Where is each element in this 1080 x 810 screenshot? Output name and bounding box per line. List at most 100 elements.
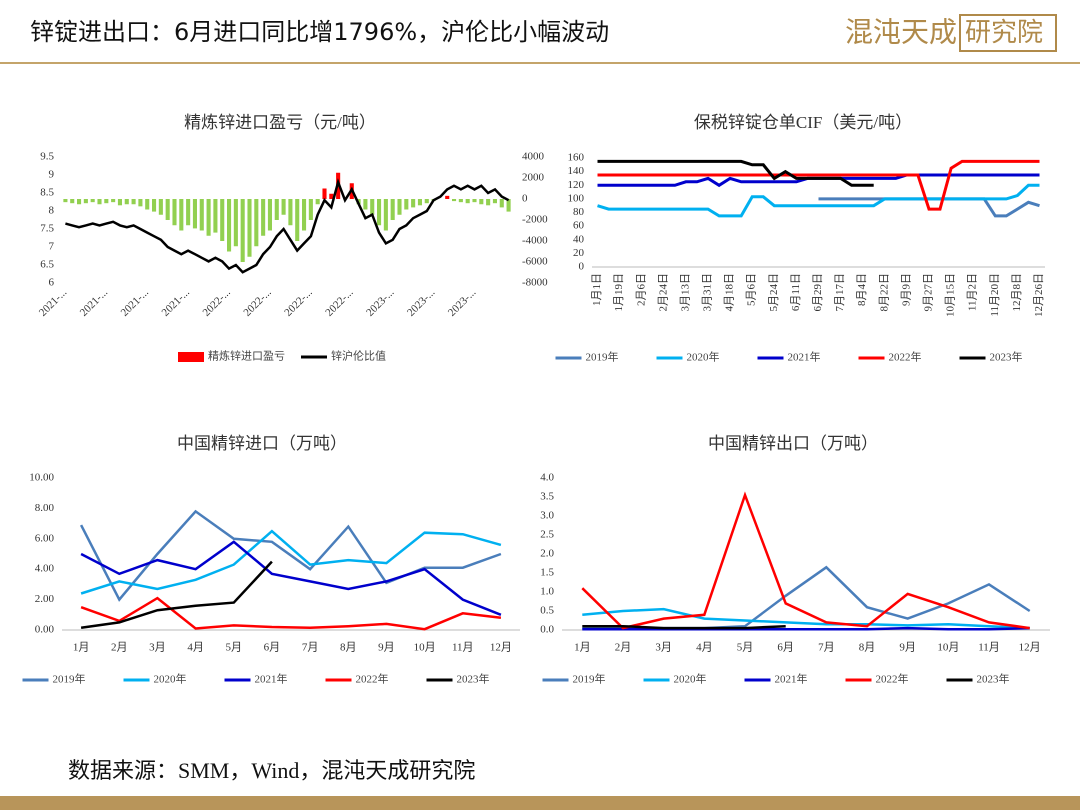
y-tick-label: 1.0 xyxy=(540,586,554,598)
bar xyxy=(397,199,402,215)
source-note: 数据来源：SMM，Wind，混沌天成研究院 xyxy=(68,758,475,783)
x-tick-label: 7月 xyxy=(302,642,319,654)
x-tick-label: 9月27日 xyxy=(923,273,935,312)
x-tick-label: 12月 xyxy=(1019,642,1041,654)
bar xyxy=(479,199,484,205)
x-tick-label: 6月29日 xyxy=(812,273,824,312)
series-line xyxy=(65,178,510,274)
bar xyxy=(206,199,211,236)
legend-label: 2022年 xyxy=(356,672,389,686)
y-tick-label: 140 xyxy=(568,165,585,177)
x-tick-label: 9月 xyxy=(899,642,916,654)
bar xyxy=(111,199,116,203)
y2-tick-label: 4000 xyxy=(522,151,545,163)
bar xyxy=(499,199,504,208)
bar xyxy=(240,199,245,262)
y-tick-label: 2.0 xyxy=(540,548,554,560)
x-tick-label: 2月 xyxy=(111,642,128,654)
x-tick-label: 3月31日 xyxy=(702,273,714,312)
bar xyxy=(77,199,82,205)
x-tick-label: 12月26日 xyxy=(1033,273,1045,317)
y-tick-label: 9.5 xyxy=(40,151,54,163)
y-tick-label: 120 xyxy=(568,179,585,191)
bar xyxy=(254,199,259,247)
legend-label: 2021年 xyxy=(775,672,808,686)
bar xyxy=(424,199,429,204)
x-tick-label: 2月 xyxy=(615,642,632,654)
bar xyxy=(186,199,191,226)
x-tick-label: 11月2日 xyxy=(967,273,979,311)
x-tick-label: 5月 xyxy=(226,642,243,654)
x-tick-label: 5月24日 xyxy=(768,273,780,312)
bar xyxy=(104,199,109,204)
x-tick-label: 1月1日 xyxy=(591,273,603,306)
legend-label: 锌沪伦比值 xyxy=(331,349,386,363)
x-tick-label: 2023-... xyxy=(446,286,479,319)
bar xyxy=(302,199,307,231)
x-tick-label: 1月 xyxy=(574,642,591,654)
y-tick-label: 60 xyxy=(573,220,585,232)
bar xyxy=(192,199,197,229)
series-line xyxy=(582,565,1031,630)
y-tick-label: 6 xyxy=(49,277,55,289)
series-line xyxy=(597,173,1040,188)
legend-label: 2023年 xyxy=(990,350,1023,364)
y-tick-label: 2.00 xyxy=(35,593,55,605)
bar xyxy=(390,199,395,220)
series-line xyxy=(582,624,786,630)
series-line xyxy=(80,596,502,631)
bar xyxy=(417,199,422,206)
x-tick-label: 3月13日 xyxy=(679,273,691,312)
legend-swatch xyxy=(178,352,204,362)
x-tick-label: 2月6日 xyxy=(635,273,647,306)
logo-box xyxy=(959,14,1057,52)
bar xyxy=(220,199,225,241)
x-tick-label: 1月19日 xyxy=(613,273,625,312)
bar xyxy=(124,199,129,205)
chart-title: 中国精锌出口（万吨） xyxy=(708,434,878,453)
footer-band xyxy=(0,796,1080,810)
bar xyxy=(165,199,170,220)
bar xyxy=(172,199,177,226)
x-tick-label: 2022-... xyxy=(241,286,274,319)
bar xyxy=(411,199,416,208)
series-line xyxy=(582,607,1030,630)
legend-label: 2019年 xyxy=(573,672,606,686)
y-tick-label: 4.0 xyxy=(540,472,554,484)
y-tick-label: 6.5 xyxy=(40,259,54,271)
bar xyxy=(267,199,272,231)
bar xyxy=(70,199,75,204)
bar xyxy=(63,199,68,203)
series-line xyxy=(80,529,502,595)
bar xyxy=(158,199,163,215)
y-tick-label: 100 xyxy=(568,192,585,204)
bar xyxy=(281,199,286,215)
bar xyxy=(288,199,293,226)
bar xyxy=(506,199,511,212)
bar xyxy=(152,199,157,212)
series-line xyxy=(80,540,502,616)
y-tick-label: 40 xyxy=(573,233,585,245)
x-tick-label: 11月 xyxy=(452,642,474,654)
y-tick-label: 0.5 xyxy=(540,605,554,617)
legend-label: 精炼锌进口盈亏 xyxy=(208,349,285,363)
bar xyxy=(213,199,218,233)
x-tick-label: 3月 xyxy=(149,642,166,654)
x-tick-label: 2021-... xyxy=(119,286,152,319)
y2-tick-label: 0 xyxy=(522,193,528,205)
y2-tick-label: 2000 xyxy=(522,172,545,184)
bar xyxy=(131,199,136,205)
logo-box-text: 研究院 xyxy=(965,18,1043,48)
y-tick-label: 3.5 xyxy=(540,491,554,503)
y2-tick-label: -2000 xyxy=(522,214,548,226)
chart-title: 中国精锌进口（万吨） xyxy=(177,434,347,453)
bar xyxy=(486,199,491,206)
y-tick-label: 80 xyxy=(573,206,585,218)
y-tick-label: 0 xyxy=(579,261,585,273)
x-tick-label: 7月17日 xyxy=(834,273,846,312)
bar xyxy=(370,199,375,215)
bar xyxy=(492,199,497,204)
series-line xyxy=(582,626,1030,631)
x-tick-label: 7月 xyxy=(818,642,835,654)
